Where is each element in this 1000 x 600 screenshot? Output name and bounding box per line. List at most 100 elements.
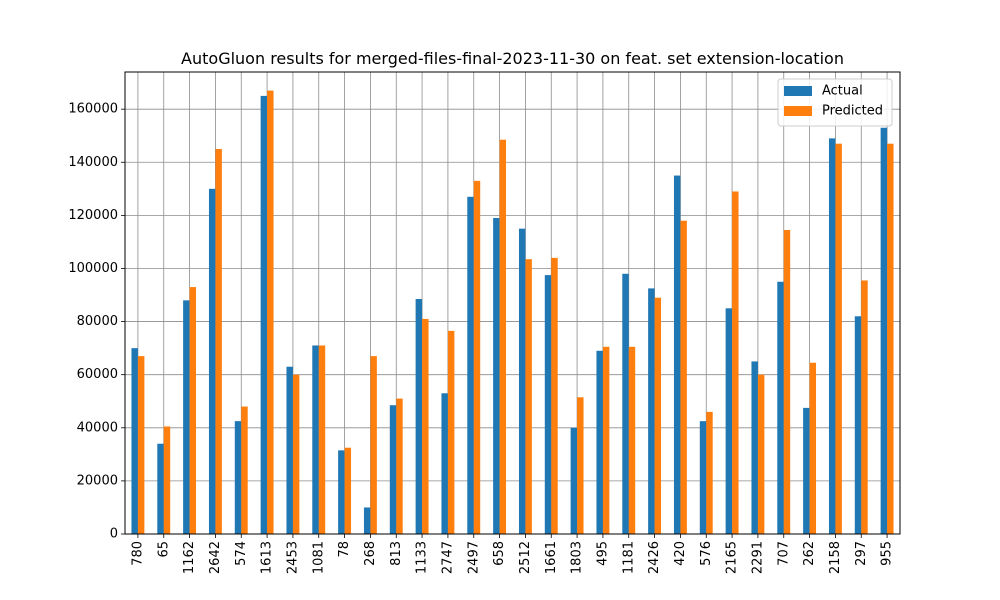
bar-actual-1613 xyxy=(260,95,268,535)
x-tick-label: 297 xyxy=(854,541,869,566)
bars xyxy=(131,90,894,535)
x-tick-label: 780 xyxy=(130,541,145,566)
x-tick-label: 1661 xyxy=(544,541,559,574)
legend-label-actual: Actual xyxy=(822,84,863,99)
bar-actual-268 xyxy=(363,507,371,534)
bar-predicted-1613 xyxy=(267,90,274,534)
bar-predicted-495 xyxy=(602,346,610,534)
bar-predicted-813 xyxy=(396,398,403,534)
bar-predicted-707 xyxy=(783,229,791,534)
bar-actual-1181 xyxy=(622,273,629,534)
bar-predicted-420 xyxy=(680,220,687,535)
bar-predicted-297 xyxy=(861,280,868,534)
axes: 780 65 1162 2642 574 1613 2453 1081 78 268 813 1133… xyxy=(68,71,901,574)
x-tick-label: 574 xyxy=(234,541,249,566)
bar-predicted-576 xyxy=(706,411,713,534)
bar-predicted-268 xyxy=(370,356,377,534)
bar-actual-495 xyxy=(596,350,603,534)
y-tick-label: 80000 xyxy=(77,314,118,329)
bar-actual-2426 xyxy=(648,288,655,534)
bar-predicted-2642 xyxy=(215,149,222,534)
bar-actual-1803 xyxy=(570,427,578,534)
bar-actual-576 xyxy=(699,421,707,534)
legend-swatch-predicted xyxy=(784,106,812,116)
bar-actual-658 xyxy=(493,218,500,534)
bar-actual-78 xyxy=(338,450,345,534)
x-tick-label: 707 xyxy=(776,541,791,566)
x-tick-label: 420 xyxy=(673,541,688,566)
bar-predicted-780 xyxy=(137,356,145,534)
bar-actual-2291 xyxy=(751,361,758,534)
y-tick-label: 140000 xyxy=(68,155,118,170)
bar-actual-780 xyxy=(131,348,138,534)
legend-label-predicted: Predicted xyxy=(822,104,883,119)
bar-predicted-65 xyxy=(163,426,171,534)
y-tick-label: 160000 xyxy=(68,102,118,117)
x-tick-label: 813 xyxy=(389,541,404,566)
x-tick-label: 2497 xyxy=(466,541,481,574)
bar-predicted-2291 xyxy=(757,374,765,534)
bar-predicted-2453 xyxy=(292,374,300,534)
x-tick-label: 2158 xyxy=(828,541,843,574)
bar-actual-2453 xyxy=(286,366,293,534)
legend: Actual Predicted xyxy=(777,78,893,127)
bar-actual-707 xyxy=(777,281,784,534)
x-tick-label: 495 xyxy=(595,541,610,566)
chart-title: AutoGluon results for merged-files-final… xyxy=(181,49,844,68)
bar-actual-813 xyxy=(389,405,397,534)
bar-actual-420 xyxy=(673,175,681,534)
bar-predicted-574 xyxy=(241,406,248,534)
x-tick-label: 2642 xyxy=(208,541,223,574)
bar-actual-1081 xyxy=(312,345,319,534)
bar-predicted-658 xyxy=(499,139,507,534)
x-tick-label: 2453 xyxy=(285,541,300,574)
x-tick-label: 955 xyxy=(880,541,895,566)
x-tick-label: 65 xyxy=(156,541,171,558)
bar-actual-574 xyxy=(234,421,242,534)
x-tick-label: 576 xyxy=(699,541,714,566)
y-tick-label: 100000 xyxy=(68,261,118,276)
bar-predicted-78 xyxy=(344,447,352,534)
x-tick-label: 262 xyxy=(802,541,817,566)
bar-actual-2497 xyxy=(467,196,474,535)
bar-predicted-1181 xyxy=(628,346,636,534)
bar-actual-65 xyxy=(157,443,164,534)
x-tick-label: 2747 xyxy=(440,541,455,574)
bar-actual-2158 xyxy=(828,138,836,534)
bar-actual-2642 xyxy=(208,188,216,535)
bar-predicted-1081 xyxy=(318,345,326,534)
bar-actual-1162 xyxy=(183,300,190,534)
x-tick-label: 1133 xyxy=(415,541,430,574)
x-tick-label: 1613 xyxy=(260,541,275,574)
bar-actual-2747 xyxy=(441,393,448,534)
x-tick-label: 658 xyxy=(492,541,507,566)
bar-actual-2165 xyxy=(725,308,733,534)
bar-predicted-1162 xyxy=(189,287,197,534)
legend-swatch-actual xyxy=(784,86,812,96)
y-tick-label: 40000 xyxy=(77,420,118,435)
x-tick-label: 2512 xyxy=(518,541,533,574)
bar-predicted-1803 xyxy=(577,397,584,534)
x-tick-label: 1081 xyxy=(311,541,326,574)
bar-predicted-955 xyxy=(887,143,894,535)
x-tick-label: 2291 xyxy=(750,541,765,574)
x-tick-label: 2426 xyxy=(647,541,662,574)
x-tick-label: 1803 xyxy=(570,541,585,574)
x-tick-label: 2165 xyxy=(725,541,740,574)
bar-predicted-2158 xyxy=(835,143,842,535)
bar-predicted-2497 xyxy=(473,180,481,535)
bar-predicted-2512 xyxy=(525,259,532,534)
bar-predicted-2747 xyxy=(447,330,455,534)
bar-predicted-1661 xyxy=(551,257,558,534)
bar-predicted-262 xyxy=(809,362,817,534)
bar-actual-955 xyxy=(880,127,888,535)
bar-actual-2512 xyxy=(518,228,526,535)
bar-predicted-2165 xyxy=(732,191,739,534)
bar-actual-262 xyxy=(803,407,810,534)
x-tick-label: 268 xyxy=(363,541,378,566)
x-tick-label: 1162 xyxy=(182,541,197,574)
bar-actual-1661 xyxy=(544,275,552,534)
y-tick-label: 20000 xyxy=(77,473,118,488)
plot-frame xyxy=(124,71,901,535)
